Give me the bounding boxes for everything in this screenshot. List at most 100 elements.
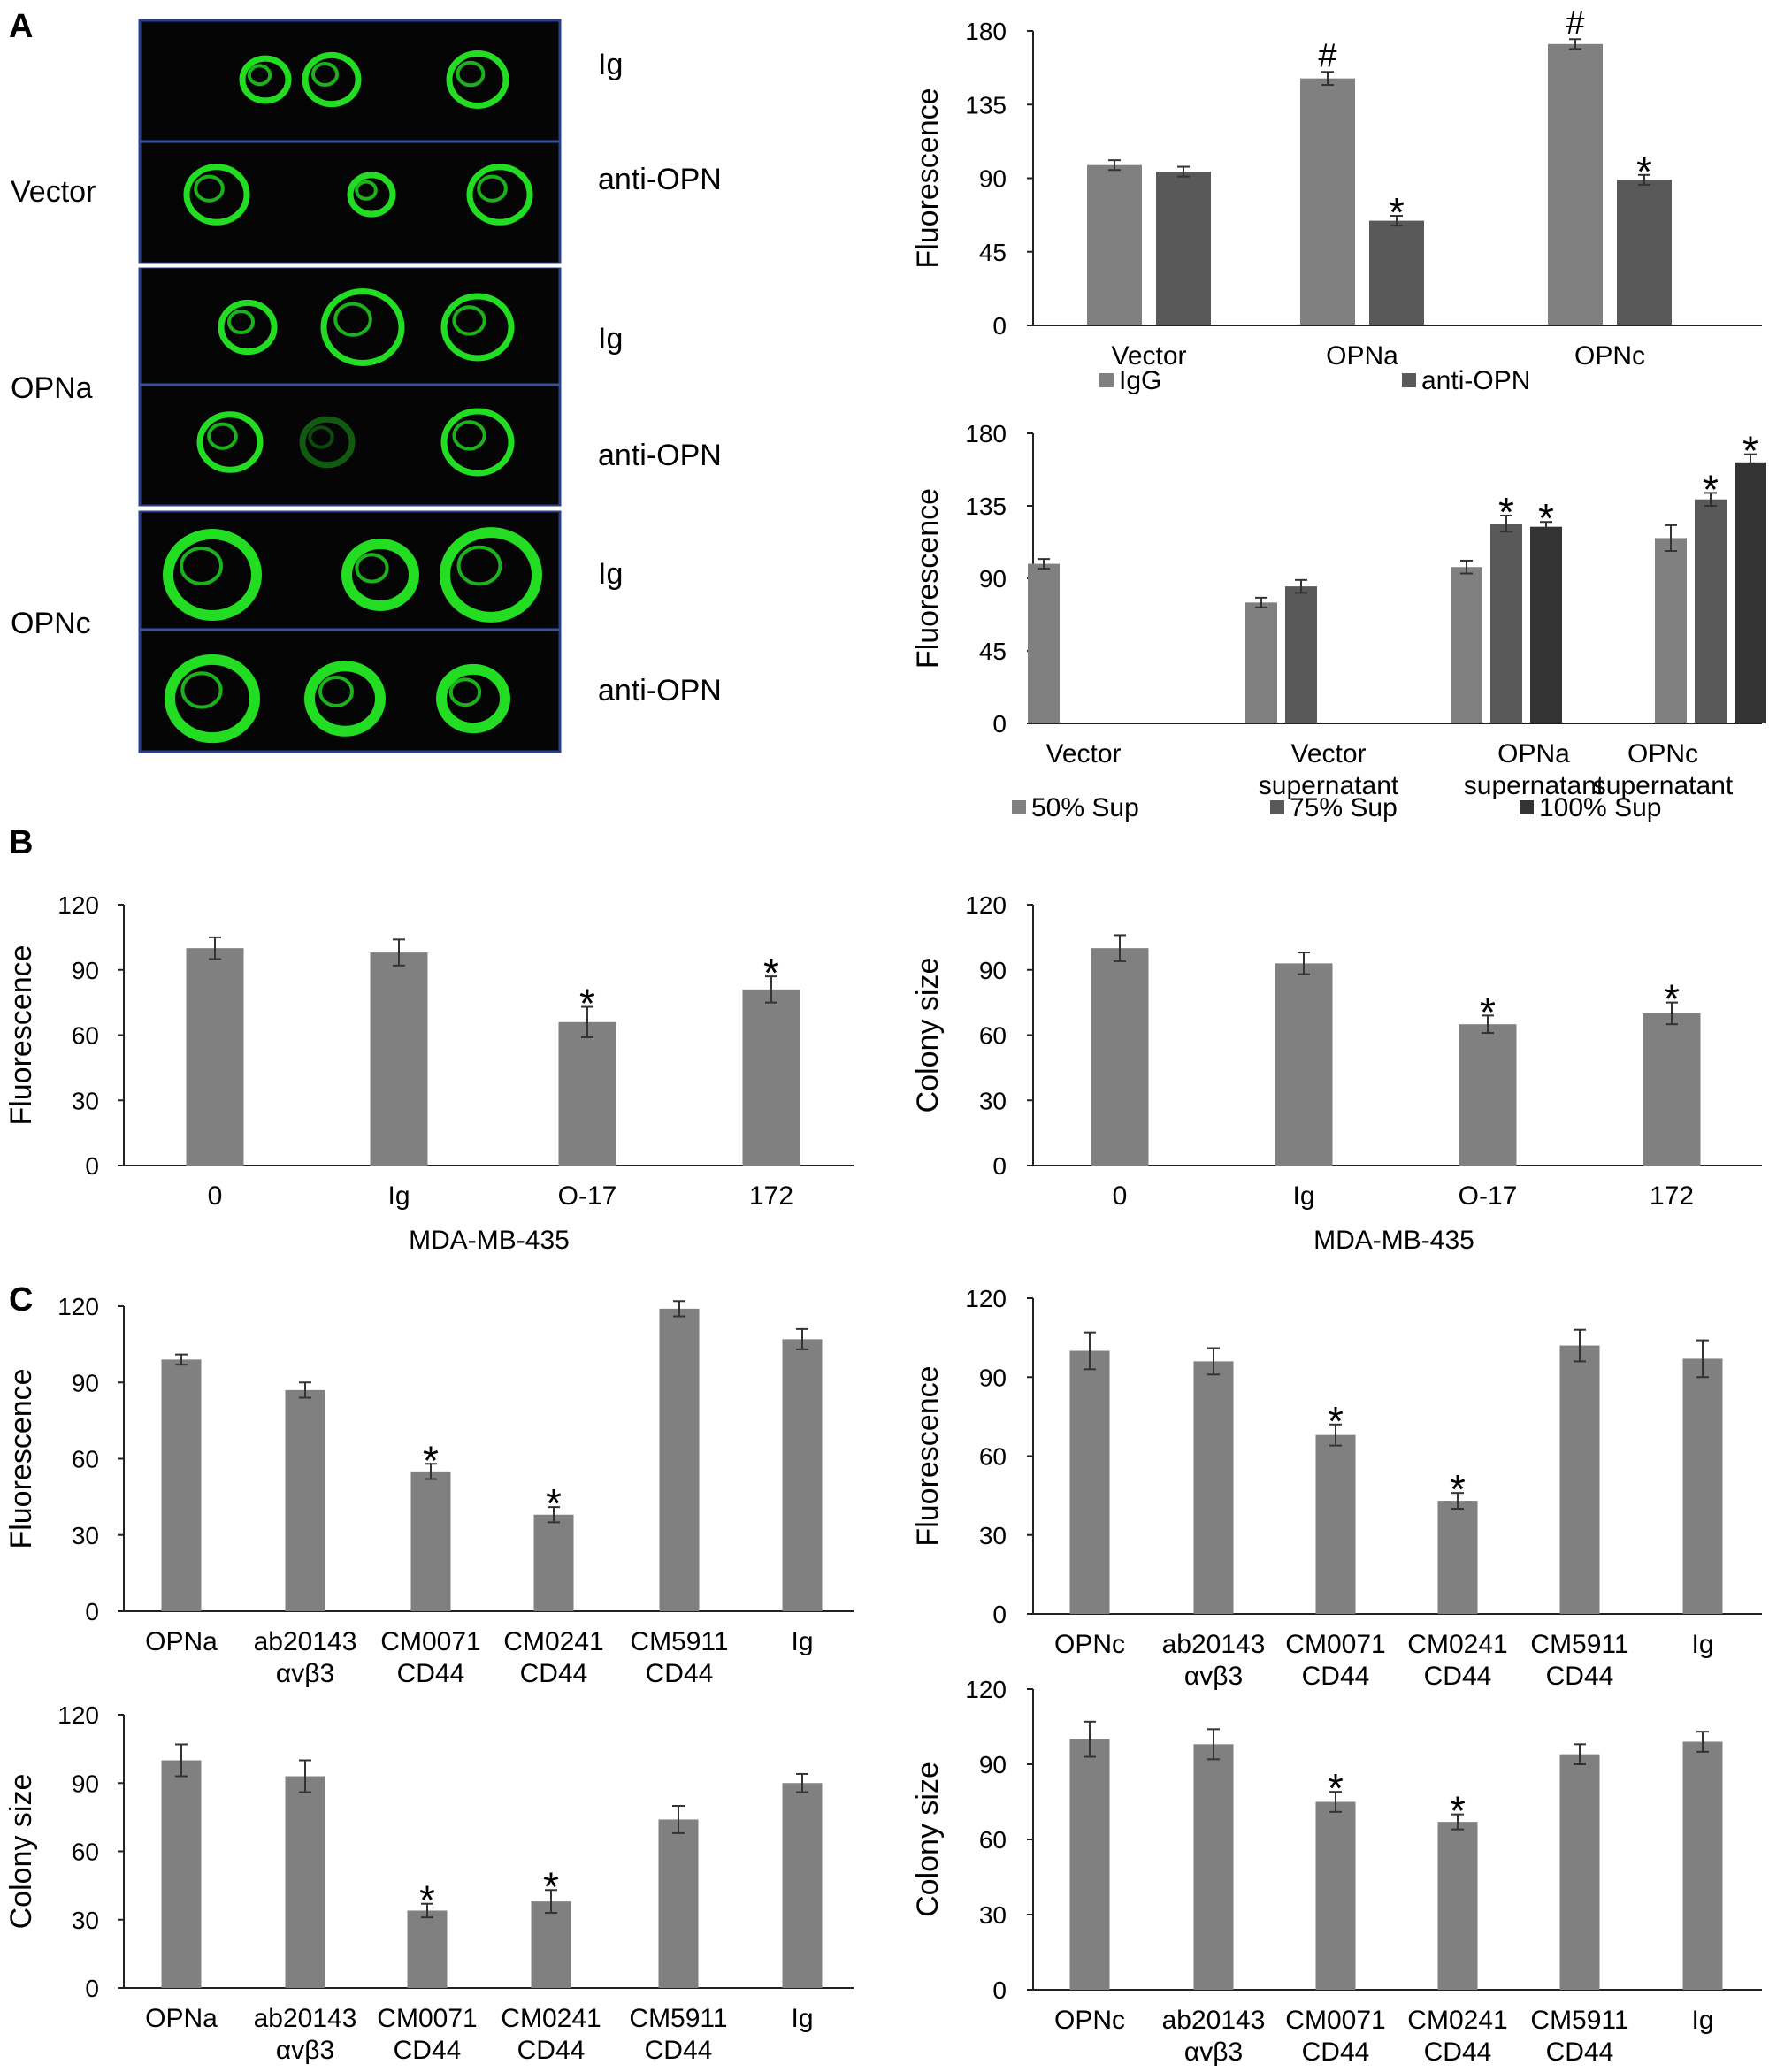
y-axis-title: Fluorescence <box>911 488 945 669</box>
bar <box>1437 1501 1478 1614</box>
x-tick-label: CD44 <box>394 2036 462 2065</box>
significance-asterisk: * <box>1498 489 1514 535</box>
significance-asterisk: * <box>1450 1788 1466 1834</box>
chart-c1: 0 30 60 90 120 Fluorescence * * OPNa ab20143 αvβ3 C… <box>4 1293 854 1688</box>
y-tick-label: 0 <box>992 1152 1007 1180</box>
cell-nucleus <box>308 425 334 449</box>
x-tick-label: CD44 <box>517 2036 586 2065</box>
chart-c3: 0 30 60 90 120 Colony size * * OPNa ab20143 αvβ3 CM… <box>4 1701 854 2065</box>
legend-swatch <box>1270 800 1284 814</box>
x-tick-label: αvβ3 <box>276 1659 334 1688</box>
bar <box>1156 172 1211 325</box>
x-tick-label: CM0071 <box>1285 1630 1385 1659</box>
y-tick-label: 120 <box>57 1701 99 1729</box>
y-tick-label: 90 <box>72 957 99 984</box>
bar <box>1643 1013 1701 1166</box>
legend-entry: IgG <box>1119 366 1161 395</box>
bar <box>1655 538 1687 723</box>
x-tick-label: 0 <box>208 1181 223 1211</box>
x-tick-label: Ig <box>1691 1630 1713 1659</box>
cell-nucleus <box>448 677 482 707</box>
bar <box>1437 1822 1478 1990</box>
bar <box>161 1359 202 1611</box>
cell-body <box>165 654 260 744</box>
x-tick-label: CD44 <box>645 2036 713 2065</box>
bar <box>1285 586 1317 723</box>
bar <box>558 1021 616 1166</box>
x-tick-label: OPNa <box>145 1627 218 1656</box>
micro-row-label: anti-OPN <box>598 163 722 196</box>
x-tick-label: αvβ3 <box>276 2036 334 2065</box>
cell-body <box>218 299 278 356</box>
cell-body <box>440 293 515 362</box>
x-tick-label: CM0241 <box>1407 2006 1507 2035</box>
x-tick-label: Ig <box>1691 2006 1713 2035</box>
y-tick-label: 0 <box>992 1601 1007 1628</box>
cell-images <box>163 50 542 744</box>
cell-nucleus <box>247 64 272 87</box>
x-tick-label: Ig <box>387 1181 410 1211</box>
significance-asterisk: * <box>1328 1765 1344 1811</box>
bar <box>1193 1361 1234 1614</box>
x-tick-label: CM0071 <box>1285 2006 1385 2035</box>
cell-nucleus <box>180 547 223 585</box>
x-tick-label: 0 <box>1113 1181 1128 1211</box>
bar <box>1028 563 1060 723</box>
chart-a1: 0 45 90 135 180 Fluorescence # # * * Vector OPNa OPN… <box>911 4 1762 395</box>
x-tick-label: supernatant <box>1593 771 1734 800</box>
bar <box>1069 1350 1110 1614</box>
x-tick-label: ab20143 <box>1162 1630 1266 1659</box>
significance-asterisk: * <box>1636 149 1652 195</box>
cell-nucleus <box>333 302 372 337</box>
y-tick-label: 60 <box>72 1022 99 1050</box>
panel-label-b: B <box>9 824 33 861</box>
significance-asterisk: * <box>579 981 595 1027</box>
significance-asterisk: * <box>1480 989 1496 1035</box>
cell-nucleus <box>194 174 225 203</box>
significance-asterisk: * <box>423 1437 439 1483</box>
bar <box>1369 220 1424 325</box>
bar <box>659 1308 700 1611</box>
bar <box>370 952 428 1166</box>
chart-b2: 0 30 60 90 120 Colony size * * 0 Ig O-17 172 MDA-MB-… <box>911 891 1762 1255</box>
y-tick-label: 120 <box>965 1676 1007 1703</box>
significance-asterisk: * <box>763 950 779 996</box>
legend-swatch <box>1099 373 1114 387</box>
legend-entry: 50% Sup <box>1031 793 1139 822</box>
bar <box>410 1471 451 1611</box>
x-tick-label: CM0241 <box>1407 1630 1507 1659</box>
x-tick-label: Vector <box>1290 739 1366 768</box>
y-tick-label: 30 <box>979 1522 1007 1549</box>
cell-nucleus <box>477 174 508 203</box>
bar <box>1695 499 1727 723</box>
y-tick-label: 90 <box>979 165 1007 193</box>
cell-nucleus <box>355 553 389 584</box>
x-tick-label: OPNa <box>1326 341 1398 371</box>
y-axis-title: Colony size <box>911 958 945 1113</box>
micro-row-label: anti-OPN <box>598 674 722 707</box>
x-tick-label: Vector <box>1045 739 1121 768</box>
chart-a2: 0 45 90 135 180 Fluorescence * * * * Vector Vector s… <box>911 420 1766 822</box>
bar <box>742 989 800 1166</box>
y-tick-label: 30 <box>979 1901 1007 1929</box>
y-tick-label: 60 <box>72 1839 99 1866</box>
cell-body <box>436 663 510 734</box>
y-tick-label: 30 <box>72 1907 99 1934</box>
x-tick-label: OPNc <box>1054 1630 1125 1659</box>
cell-body <box>347 172 396 218</box>
cell-body <box>466 164 533 226</box>
significance-asterisk: * <box>419 1877 435 1923</box>
bar <box>531 1901 571 1988</box>
charts-layer: 0 45 90 135 180 Fluorescence # # * * Vector OPNa OPN… <box>4 4 1766 2067</box>
y-tick-label: 90 <box>979 565 1007 593</box>
bar <box>533 1514 574 1611</box>
y-tick-label: 120 <box>57 1293 99 1320</box>
significance-asterisk: * <box>546 1480 562 1526</box>
y-tick-label: 0 <box>992 312 1007 340</box>
bar <box>1530 526 1562 723</box>
y-tick-label: 0 <box>85 1598 99 1625</box>
cell-body <box>440 408 515 477</box>
y-tick-label: 180 <box>965 18 1007 45</box>
bar <box>186 948 244 1166</box>
bar <box>1490 524 1522 723</box>
